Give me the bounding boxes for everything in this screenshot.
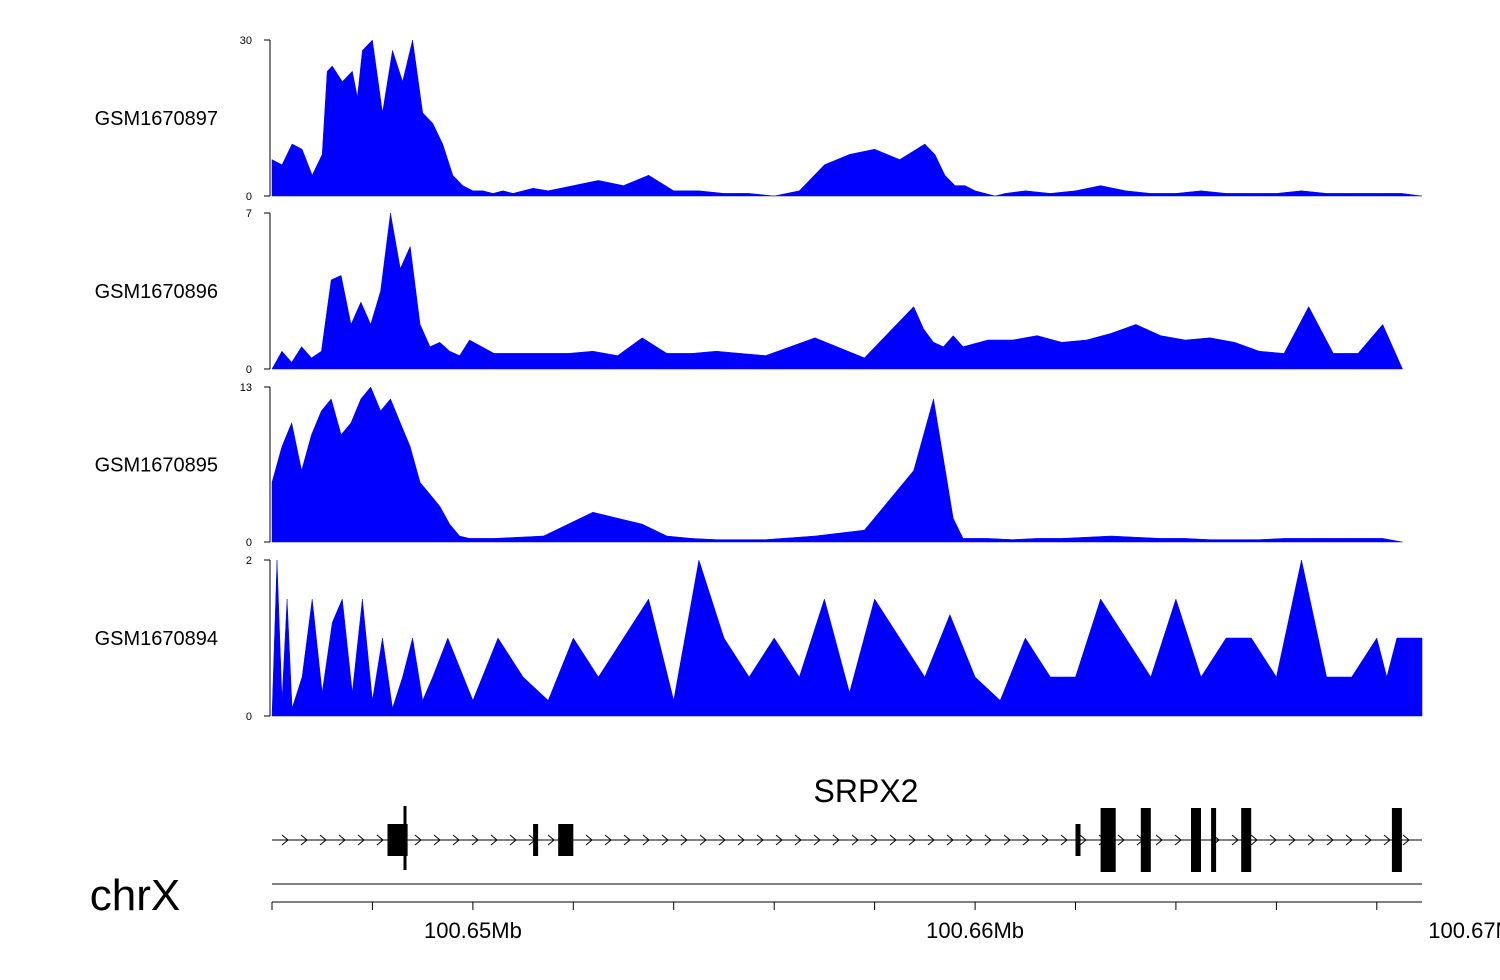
y-tick-label-min: 0 (246, 191, 252, 203)
y-tick-label-min: 0 (246, 537, 252, 549)
strand-arrow (623, 834, 631, 846)
strand-arrow (699, 834, 707, 846)
strand-arrow (1117, 834, 1125, 846)
strand-arrow (889, 834, 897, 846)
strand-arrow (509, 834, 517, 846)
y-tick-label-max: 2 (246, 555, 252, 567)
strand-arrow (319, 834, 327, 846)
y-tick-label-max: 13 (240, 382, 252, 394)
track-GSM1670896: GSM1670896 7 0 (95, 208, 1403, 376)
strand-arrow (1307, 834, 1315, 846)
exon (1391, 808, 1402, 872)
y-tick-label-max: 30 (240, 35, 252, 47)
strand-arrow (585, 834, 593, 846)
strand-arrow (813, 834, 821, 846)
exon (1140, 808, 1151, 872)
track-GSM1670894: GSM1670894 2 0 (95, 555, 1423, 723)
strand-arrow (433, 834, 441, 846)
x-tick-label: 100.66Mb (926, 918, 1024, 943)
strand-arrow (851, 834, 859, 846)
track-GSM1670895: GSM1670895 13 0 (95, 382, 1403, 549)
exon (1191, 808, 1201, 872)
chromosome-label: chrX (90, 871, 180, 920)
signal-area (271, 386, 1403, 543)
strand-arrow (756, 834, 764, 846)
exon (558, 824, 574, 856)
signal-tracks: GSM1670897300GSM167089670GSM1670895130GS… (95, 35, 1423, 723)
strand-arrow (1060, 834, 1068, 846)
strand-arrow (794, 834, 802, 846)
strand-arrow (661, 834, 669, 846)
strand-arrow (547, 834, 555, 846)
strand-arrow (908, 834, 916, 846)
exon (1211, 808, 1217, 872)
genomic-axis: 100.65Mb 100.66Mb 100.67Mb (271, 883, 1500, 943)
strand-arrow (300, 834, 308, 846)
strand-arrow (680, 834, 688, 846)
strand-arrow (965, 834, 973, 846)
y-tick-label-max: 7 (246, 208, 252, 220)
strand-arrow (376, 834, 384, 846)
signal-area (271, 212, 1403, 370)
strand-arrow (490, 834, 498, 846)
track-label: GSM1670894 (95, 628, 218, 650)
strand-arrow (1288, 834, 1296, 846)
strand-arrow (642, 834, 650, 846)
strand-arrow (604, 834, 612, 846)
exon (1075, 824, 1081, 856)
strand-arrow (775, 834, 783, 846)
strand-arrow (1250, 834, 1258, 846)
x-tick-label: 100.67Mb (1428, 918, 1500, 943)
exon (533, 824, 539, 856)
exon (1241, 808, 1252, 872)
strand-arrow (1402, 834, 1410, 846)
strand-arrow (1003, 834, 1011, 846)
strand-arrow (471, 834, 479, 846)
strand-arrow (1041, 834, 1049, 846)
exon (387, 824, 408, 856)
strand-arrow (1079, 834, 1087, 846)
strand-arrow (832, 834, 840, 846)
strand-arrow (1364, 834, 1372, 846)
y-tick-label-min: 0 (246, 364, 252, 376)
strand-arrow (357, 834, 365, 846)
strand-arrow (1326, 834, 1334, 846)
strand-arrow (1155, 834, 1163, 846)
strand-arrow (414, 834, 422, 846)
strand-arrow (281, 834, 289, 846)
strand-arrow (338, 834, 346, 846)
gene-model (272, 806, 1422, 872)
x-tick-label: 100.65Mb (424, 918, 522, 943)
signal-area (271, 559, 1423, 717)
strand-arrow (1383, 834, 1391, 846)
y-tick-label-min: 0 (246, 711, 252, 723)
gene-label: SRPX2 (814, 773, 919, 809)
strand-arrow (1231, 834, 1239, 846)
exon (1100, 808, 1116, 872)
strand-arrow (452, 834, 460, 846)
strand-arrow (737, 834, 745, 846)
strand-arrow (1345, 834, 1353, 846)
track-label: GSM1670896 (95, 281, 218, 303)
track-label: GSM1670895 (95, 455, 218, 477)
strand-arrow (870, 834, 878, 846)
strand-arrow (718, 834, 726, 846)
signal-area (271, 39, 1423, 197)
strand-arrow (1269, 834, 1277, 846)
strand-arrow (927, 834, 935, 846)
track-GSM1670897: GSM1670897 30 0 (95, 35, 1423, 203)
strand-arrow (984, 834, 992, 846)
track-label: GSM1670897 (95, 108, 218, 130)
strand-arrow (1174, 834, 1182, 846)
strand-arrow (946, 834, 954, 846)
strand-arrow (1022, 834, 1030, 846)
